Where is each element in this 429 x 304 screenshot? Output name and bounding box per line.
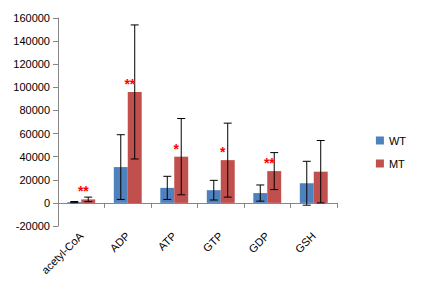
svg-text:40000: 40000 [19, 151, 50, 163]
svg-text:GTP: GTP [201, 230, 225, 254]
svg-text:60000: 60000 [19, 128, 50, 140]
svg-text:ATP: ATP [155, 230, 178, 253]
svg-text:80000: 80000 [19, 104, 50, 116]
svg-text:GDP: GDP [246, 230, 271, 255]
svg-text:ADP: ADP [108, 230, 132, 254]
svg-text:-20000: -20000 [16, 220, 50, 232]
svg-text:MT: MT [389, 158, 405, 170]
svg-text:20000: 20000 [19, 174, 50, 186]
svg-text:**: ** [78, 183, 89, 199]
svg-text:**: ** [124, 76, 135, 92]
svg-text:100000: 100000 [13, 81, 50, 93]
svg-text:**: ** [264, 155, 275, 171]
svg-text:0: 0 [44, 197, 50, 209]
svg-text:WT: WT [389, 135, 406, 147]
svg-text:160000: 160000 [13, 12, 50, 24]
svg-text:*: * [174, 141, 180, 157]
svg-text:140000: 140000 [13, 35, 50, 47]
svg-text:GSH: GSH [293, 230, 318, 255]
svg-text:*: * [220, 144, 226, 160]
svg-text:acetyl-CoA: acetyl-CoA [39, 229, 86, 276]
svg-text:120000: 120000 [13, 58, 50, 70]
